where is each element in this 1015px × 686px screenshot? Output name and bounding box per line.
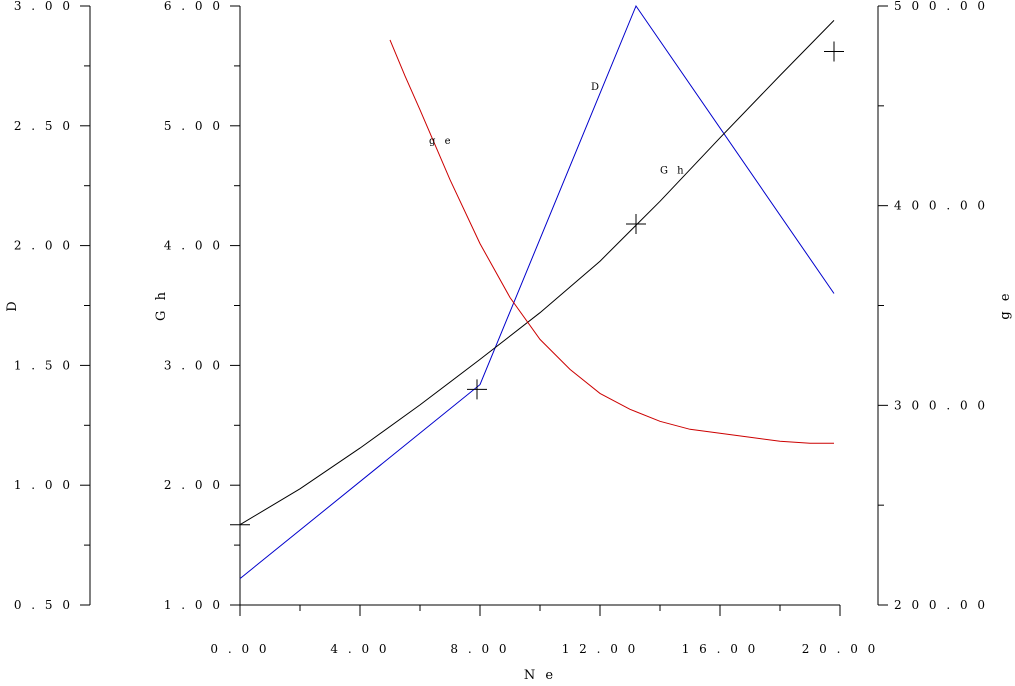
gh-axis: 1 . 0 0 2 . 0 0 3 . 0 0 4 . 0 0 5 . 0 0 6 . 0… — [154, 0, 241, 612]
d-axis-title: D — [5, 298, 20, 311]
x-axis: 0 . 0 0 4 . 0 0 8 . 0 0 1 2 . 0 0 1 6 . 0 0 2… — [210, 604, 879, 683]
gh-tick-label: 6 . 0 0 — [164, 0, 223, 13]
d-tick-label: 2 . 5 0 — [14, 119, 73, 133]
x-tick-label: 2 0 . 0 0 — [802, 642, 879, 656]
x-tick-label: 1 6 . 0 0 — [682, 642, 759, 656]
gh-tick-label: 3 . 0 0 — [164, 358, 223, 372]
plot-series: D G h g e — [230, 4, 844, 579]
gh-tick-label: 2 . 0 0 — [164, 478, 223, 492]
series-ge-label: g e — [429, 136, 454, 147]
d-tick-label: 1 . 0 0 — [14, 478, 73, 492]
d-tick-label: 1 . 5 0 — [14, 358, 73, 372]
x-axis-title: N e — [524, 668, 556, 683]
series-d-line — [239, 4, 835, 579]
d-tick-label: 2 . 0 0 — [14, 239, 73, 253]
series-gh-marker — [626, 214, 646, 235]
d-axis: 0 . 5 0 1 . 0 0 1 . 5 0 2 . 0 0 2 . 5 0 3 . 0… — [5, 0, 91, 612]
series-gh-marker — [824, 41, 844, 62]
gh-tick-label: 4 . 0 0 — [164, 239, 223, 253]
gh-tick-label: 5 . 0 0 — [164, 119, 223, 133]
d-axis-ticks: 0 . 5 0 1 . 0 0 1 . 5 0 2 . 0 0 2 . 5 0 3 . 0… — [14, 0, 90, 612]
x-axis-ticks: 0 . 0 0 4 . 0 0 8 . 0 0 1 2 . 0 0 1 6 . 0 0 2… — [210, 605, 879, 656]
gh-axis-title: G h — [154, 289, 169, 321]
x-tick-label: 4 . 0 0 — [330, 642, 389, 656]
gh-tick-label: 1 . 0 0 — [164, 598, 223, 612]
ge-tick-label: 4 0 0 . 0 0 — [894, 199, 988, 213]
series-ge-line — [389, 39, 834, 444]
ge-axis-ticks: 2 0 0 . 0 0 3 0 0 . 0 0 4 0 0 . 0 0 5 0 0 .… — [878, 0, 988, 612]
x-tick-label: 0 . 0 0 — [210, 642, 269, 656]
gh-axis-ticks: 1 . 0 0 2 . 0 0 3 . 0 0 4 . 0 0 5 . 0 0 6 . 0… — [164, 0, 240, 612]
ge-tick-label: 2 0 0 . 0 0 — [894, 598, 988, 612]
ge-axis-title: g e — [998, 290, 1013, 319]
series-d-label: D — [591, 82, 602, 93]
d-tick-label: 3 . 0 0 — [14, 0, 73, 13]
ge-tick-label: 3 0 0 . 0 0 — [894, 398, 988, 412]
series-gh-line — [239, 20, 835, 526]
x-tick-label: 8 . 0 0 — [450, 642, 509, 656]
d-tick-label: 0 . 5 0 — [14, 598, 73, 612]
series-gh-label: G h — [660, 166, 687, 177]
ge-tick-label: 5 0 0 . 0 0 — [894, 0, 988, 13]
ge-axis: 2 0 0 . 0 0 3 0 0 . 0 0 4 0 0 . 0 0 5 0 0 .… — [877, 0, 1013, 612]
series-gh-marker — [467, 379, 487, 400]
x-tick-label: 1 2 . 0 0 — [562, 642, 639, 656]
series-gh-marker — [230, 514, 250, 535]
